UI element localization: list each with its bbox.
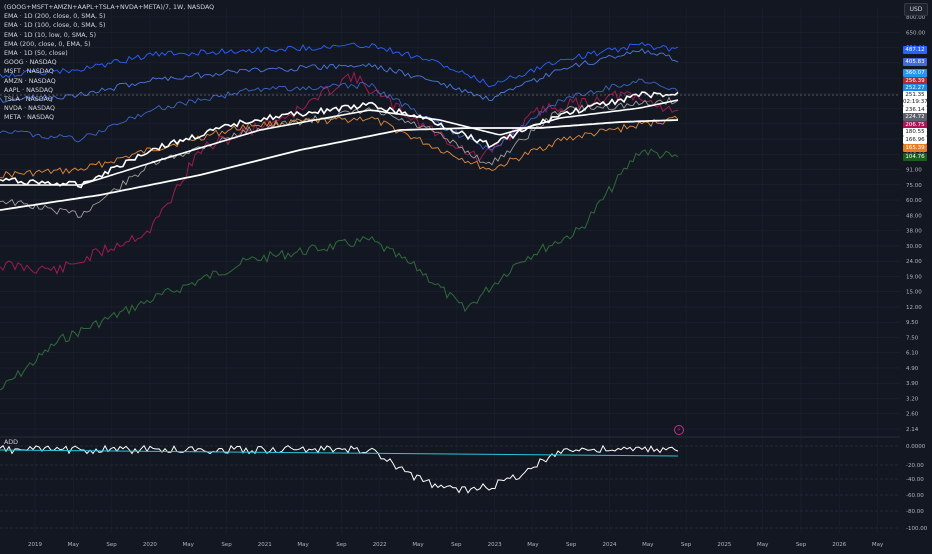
osc-line bbox=[0, 444, 679, 494]
time-tick-label: 2022 bbox=[373, 542, 387, 548]
price-tag: 487.12 bbox=[903, 46, 927, 54]
time-tick-label: Sep bbox=[221, 542, 232, 548]
price-tick-label: 19.00 bbox=[906, 274, 922, 280]
price-tag: 360.07 bbox=[903, 69, 927, 77]
price-tick-label: 7.50 bbox=[906, 335, 919, 341]
price-tag: 180.55 bbox=[903, 128, 927, 136]
osc-tick-label: -100.00 bbox=[906, 526, 928, 532]
time-tick-label: Sep bbox=[796, 542, 807, 548]
amzn-line bbox=[0, 115, 679, 179]
time-tick-label: 2024 bbox=[603, 542, 617, 548]
legend-item[interactable]: EMA (200, close, 0, EMA, 5) bbox=[4, 40, 91, 48]
legend-item[interactable]: GOOG · NASDAQ bbox=[4, 59, 57, 67]
oscillator-label[interactable]: ADD bbox=[4, 439, 19, 446]
legend-item[interactable]: EMA · 1D (50, close) bbox=[4, 50, 68, 58]
price-tag: 252.27 bbox=[903, 84, 927, 92]
time-tick-label: Sep bbox=[336, 542, 347, 548]
time-tick-label: 2020 bbox=[143, 542, 157, 548]
meta-line bbox=[0, 48, 679, 103]
price-tick-label: 9.50 bbox=[906, 320, 919, 326]
osc-tick-label: -80.00 bbox=[906, 509, 924, 515]
time-tick-label: May bbox=[527, 542, 539, 548]
price-tick-label: 800.00 bbox=[906, 15, 926, 21]
time-tick-label: Sep bbox=[566, 542, 577, 548]
time-tick-label: May bbox=[872, 542, 884, 548]
time-tick-label: May bbox=[642, 542, 654, 548]
legend-item[interactable]: EMA · 1D (100, close, 0, SMA, 5) bbox=[4, 22, 106, 30]
nvda-line bbox=[0, 148, 679, 391]
price-tick-label: 15.00 bbox=[906, 290, 922, 296]
price-tag: 256.39 bbox=[903, 77, 927, 85]
ema-200-line bbox=[0, 119, 679, 211]
legend-item[interactable]: EMA · 1D (200, close, 0, SMA, 5) bbox=[4, 13, 106, 21]
legend-item[interactable]: AMZN · NASDAQ bbox=[4, 77, 56, 85]
price-tag: 236.14 bbox=[903, 106, 927, 114]
osc-tick-label: 0.0000 bbox=[906, 444, 926, 450]
price-tick-label: 2.14 bbox=[906, 427, 919, 433]
price-tag: 224.72 bbox=[903, 113, 927, 121]
price-tag: 165.39 bbox=[903, 144, 927, 152]
price-tag: 166.96 bbox=[903, 136, 927, 144]
aapl-line bbox=[0, 96, 679, 218]
price-tick-label: 30.00 bbox=[906, 244, 922, 250]
msft-line bbox=[0, 42, 679, 88]
time-tick-label: 2025 bbox=[717, 542, 731, 548]
price-tag: 251.35 bbox=[903, 91, 927, 99]
legend-item[interactable]: NVDA · NASDAQ bbox=[4, 105, 55, 113]
osc-tick-label: -40.00 bbox=[906, 477, 924, 483]
price-tick-label: 2.60 bbox=[906, 412, 919, 418]
legend-item[interactable]: TSLA · NASDAQ bbox=[4, 96, 53, 104]
osc-ma-line bbox=[0, 449, 679, 457]
currency-button[interactable]: USD bbox=[904, 3, 928, 16]
price-tick-label: 24.00 bbox=[906, 259, 922, 265]
price-tick-label: 38.00 bbox=[906, 229, 922, 235]
ema-50-line bbox=[0, 99, 679, 186]
alert-icon[interactable]: ⚡ bbox=[674, 425, 684, 435]
price-tag: 405.83 bbox=[903, 58, 927, 66]
time-tick-label: 2026 bbox=[832, 542, 846, 548]
time-tick-label: May bbox=[68, 542, 80, 548]
price-tick-label: 4.90 bbox=[906, 366, 919, 372]
legend-title[interactable]: (GOOG+MSFT+AMZN+AAPL+TSLA+NVDA+META)/7, … bbox=[4, 4, 215, 11]
time-tick-label: May bbox=[757, 542, 769, 548]
price-tag: 02:19:37 bbox=[903, 98, 928, 106]
legend-item[interactable]: EMA · 1D (10, low, 0, SMA, 5) bbox=[4, 31, 97, 39]
osc-tick-label: -20.00 bbox=[906, 463, 924, 469]
price-tick-label: 6.10 bbox=[906, 351, 919, 357]
osc-tick-label: -60.00 bbox=[906, 493, 924, 499]
time-tick-label: May bbox=[183, 542, 195, 548]
price-tick-label: 91.00 bbox=[906, 168, 922, 174]
time-tick-label: 2019 bbox=[28, 542, 42, 548]
price-tick-label: 650.00 bbox=[906, 30, 926, 36]
legend-item[interactable]: MSFT · NASDAQ bbox=[4, 68, 54, 76]
price-tag: 104.76 bbox=[903, 153, 927, 161]
price-tick-label: 60.00 bbox=[906, 198, 922, 204]
price-tick-label: 75.00 bbox=[906, 183, 922, 189]
legend-item[interactable]: AAPL · NASDAQ bbox=[4, 86, 54, 94]
time-tick-label: 2021 bbox=[258, 542, 272, 548]
goog-line bbox=[0, 78, 679, 151]
basket-line bbox=[0, 91, 679, 189]
time-tick-label: 2023 bbox=[488, 542, 502, 548]
legend-item[interactable]: META · NASDAQ bbox=[4, 114, 54, 122]
time-tick-label: Sep bbox=[451, 542, 462, 548]
price-tag: 206.75 bbox=[903, 121, 927, 129]
price-tick-label: 3.20 bbox=[906, 396, 919, 402]
time-tick-label: May bbox=[297, 542, 309, 548]
time-tick-label: May bbox=[412, 542, 424, 548]
price-tick-label: 48.00 bbox=[906, 213, 922, 219]
time-tick-label: Sep bbox=[681, 542, 692, 548]
chart-legend: (GOOG+MSFT+AMZN+AAPL+TSLA+NVDA+META)/7, … bbox=[4, 3, 214, 123]
price-tick-label: 12.00 bbox=[906, 305, 922, 311]
price-tick-label: 3.90 bbox=[906, 381, 919, 387]
time-tick-label: Sep bbox=[106, 542, 117, 548]
